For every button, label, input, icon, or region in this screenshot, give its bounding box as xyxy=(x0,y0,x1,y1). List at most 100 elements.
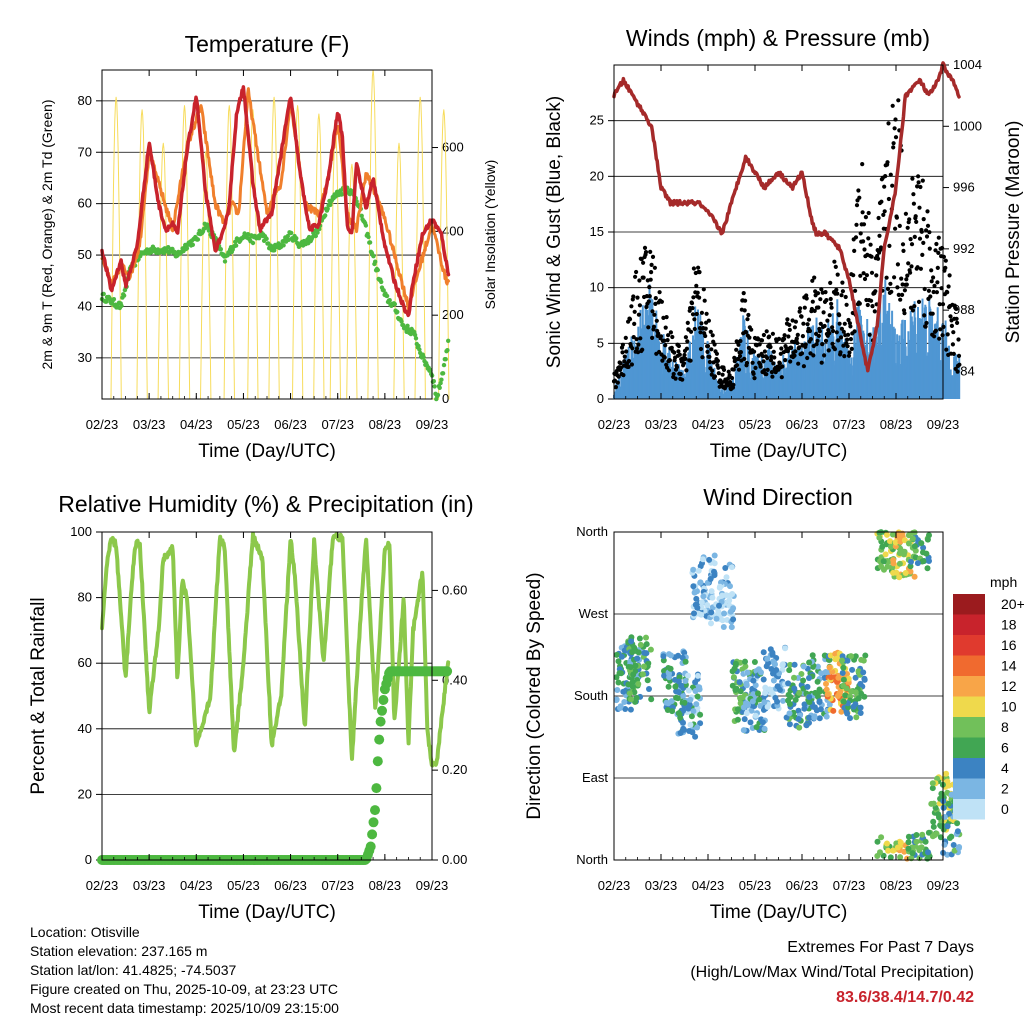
gust-point xyxy=(752,376,757,381)
colorbar-label: 4 xyxy=(1001,760,1009,776)
colorbar-label: 6 xyxy=(1001,740,1009,756)
direction-point xyxy=(743,710,750,717)
gust-point xyxy=(764,372,769,377)
direction-point xyxy=(853,714,860,721)
direction-point xyxy=(760,649,767,656)
gust-point xyxy=(932,283,937,288)
direction-point xyxy=(796,724,803,731)
direction-point xyxy=(741,716,748,723)
gust-point xyxy=(944,347,949,352)
direction-point xyxy=(678,682,685,689)
y-right-tick-label: 600 xyxy=(442,140,464,155)
gust-point xyxy=(741,291,746,296)
gust-point xyxy=(684,346,690,351)
direction-point xyxy=(934,775,941,782)
y-tick-label: 70 xyxy=(78,144,92,159)
gust-point xyxy=(685,320,690,325)
x-tick-label: 06/23 xyxy=(274,878,307,893)
direction-point xyxy=(885,847,892,854)
dewpoint-point xyxy=(428,367,433,373)
direction-point xyxy=(680,719,686,726)
gust-point xyxy=(792,353,797,358)
gust-point xyxy=(716,371,721,376)
gust-point xyxy=(828,296,833,302)
direction-point xyxy=(694,693,701,700)
direction-point xyxy=(675,710,682,717)
direction-point xyxy=(695,567,702,574)
gust-point xyxy=(776,336,782,341)
direction-point xyxy=(723,574,730,581)
gust-point xyxy=(900,242,906,247)
direction-point xyxy=(905,839,912,846)
direction-point xyxy=(759,719,766,726)
x-tick-label: 08/23 xyxy=(880,878,913,893)
dewpoint-point xyxy=(367,240,373,245)
dewpoint-point xyxy=(384,293,390,299)
gust-point xyxy=(818,321,823,326)
dewpoint-point xyxy=(392,301,397,307)
gust-point xyxy=(957,362,962,367)
direction-point xyxy=(826,701,833,708)
direction-point xyxy=(860,657,867,664)
direction-point xyxy=(806,694,813,700)
direction-point xyxy=(880,558,887,565)
gust-point xyxy=(705,349,710,354)
direction-point xyxy=(675,652,682,659)
gust-point xyxy=(829,301,834,306)
gust-point xyxy=(631,335,636,340)
gust-point xyxy=(616,374,621,379)
x-tick-label: 04/23 xyxy=(692,878,725,893)
gust-point xyxy=(890,183,895,188)
gust-point xyxy=(736,356,741,362)
gust-point xyxy=(927,246,932,251)
y-tick-label: 60 xyxy=(78,196,92,211)
direction-point xyxy=(840,676,847,683)
gust-point xyxy=(925,209,930,214)
direction-point xyxy=(913,838,920,845)
direction-point xyxy=(911,543,918,550)
direction-point xyxy=(809,652,816,659)
pressure-line xyxy=(612,61,961,373)
y-tick-label: West xyxy=(579,606,609,621)
gust-point xyxy=(884,275,889,280)
gust-point xyxy=(886,121,891,126)
direction-point xyxy=(840,664,847,671)
direction-point xyxy=(806,659,813,666)
gust-point xyxy=(795,332,800,337)
direction-point xyxy=(874,838,881,845)
direction-point xyxy=(627,706,634,713)
x-tick-label: 09/23 xyxy=(927,878,960,893)
gust-point xyxy=(716,365,721,370)
gust-point xyxy=(799,314,804,319)
gust-point xyxy=(750,360,755,365)
direction-point xyxy=(848,688,855,695)
direction-point xyxy=(640,671,646,678)
gust-point xyxy=(632,309,637,314)
x-tick-label: 08/23 xyxy=(369,417,402,432)
y-tick-label: 20 xyxy=(78,786,92,801)
gust-point xyxy=(680,377,685,382)
direction-point xyxy=(711,552,718,559)
gust-point xyxy=(921,217,926,222)
x-tick-label: 08/23 xyxy=(880,417,913,432)
dewpoint-point xyxy=(438,380,443,386)
direction-point xyxy=(761,725,768,732)
gust-point xyxy=(935,280,940,285)
gust-point xyxy=(923,324,928,329)
gust-point xyxy=(626,358,632,364)
chart-temperature: Temperature (F) 30 40 50 60 70 80 0 200 400 600 02/… xyxy=(39,31,498,462)
gust-point xyxy=(908,270,913,275)
gust-point xyxy=(847,321,853,326)
gust-point xyxy=(858,273,863,278)
gust-point xyxy=(861,271,866,276)
gust-point xyxy=(934,241,939,247)
gust-point xyxy=(805,355,810,361)
gust-point xyxy=(769,370,775,375)
gust-point xyxy=(858,231,863,236)
gust-point xyxy=(947,273,952,278)
gust-point xyxy=(771,349,776,354)
colorbar-swatch xyxy=(953,737,985,758)
direction-point xyxy=(669,708,676,715)
direction-point xyxy=(905,532,912,539)
x-tick-label: 06/23 xyxy=(786,417,819,432)
